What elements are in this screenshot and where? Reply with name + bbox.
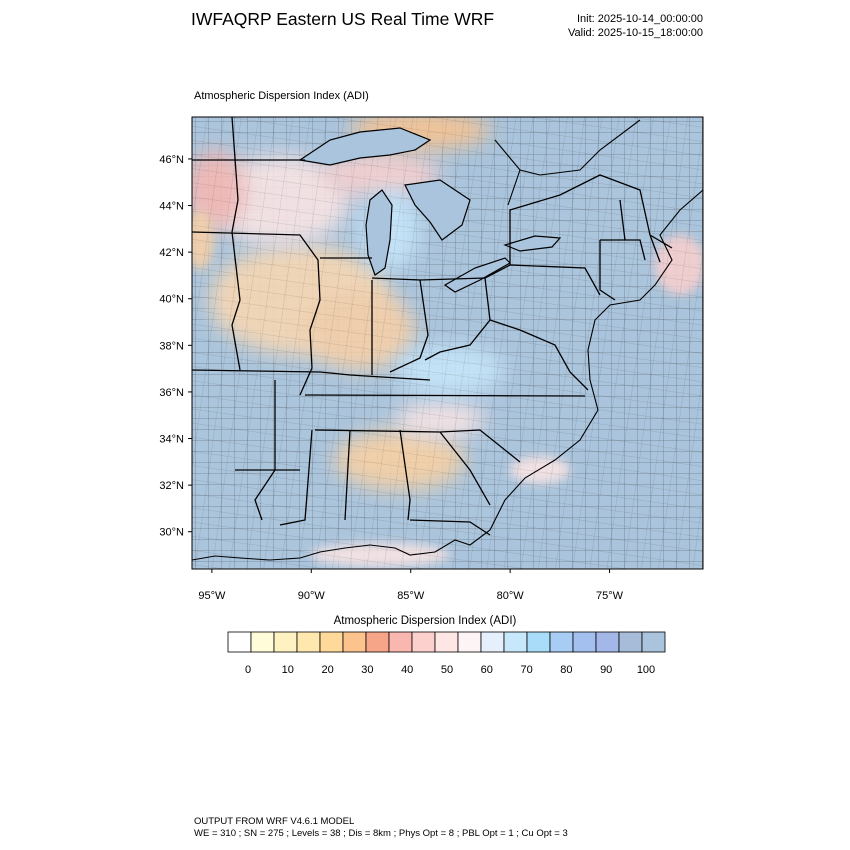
colorbar-tick-label: 50 — [441, 664, 453, 676]
colorbar-swatch — [480, 631, 505, 653]
lon-tick-label: 80°W — [497, 590, 525, 602]
canada-border — [494, 119, 641, 206]
model-info-line-2: WE = 310 ; SN = 275 ; Levels = 38 ; Dis … — [194, 828, 568, 839]
colorbar-tick-label: 70 — [520, 664, 532, 676]
init-time-label: Init: 2025-10-14_00:00:00 — [577, 13, 703, 25]
colorbar-swatch — [388, 631, 413, 653]
colorbar-swatch — [572, 631, 597, 653]
colorbar-tick-label: 60 — [481, 664, 493, 676]
lat-tick-label: 32°N — [159, 480, 184, 492]
great-lakes — [298, 127, 562, 293]
latitude-axis: 30°N 32°N 34°N 36°N 38°N 40°N 42°N 44°N 46°N — [159, 154, 192, 539]
lat-tick-label: 30°N — [159, 527, 184, 539]
lat-tick-label: 38°N — [159, 340, 184, 352]
colorbar-tick-label: 40 — [401, 664, 413, 676]
colorbar-swatch — [549, 631, 574, 653]
colorbar-swatch — [618, 631, 643, 653]
colorbar-swatch — [526, 631, 551, 653]
colorbar-swatch — [319, 631, 344, 653]
lake-huron — [404, 179, 471, 241]
lat-tick-label: 34°N — [159, 434, 184, 446]
colorbar-swatch — [434, 631, 459, 653]
map-panel — [192, 117, 703, 569]
map-frame — [191, 116, 704, 570]
lon-tick-label: 85°W — [397, 590, 425, 602]
lake-ontario — [503, 235, 562, 252]
lat-tick-label: 46°N — [159, 154, 184, 166]
colorbar-swatch — [411, 631, 436, 653]
lake-superior — [298, 127, 432, 166]
colorbar-title: Atmospheric Dispersion Index (ADI) — [333, 615, 517, 627]
state-borders — [192, 117, 673, 536]
lat-tick-label: 42°N — [159, 247, 184, 259]
colorbar: 0 10 20 30 40 50 60 70 80 90 100 — [227, 631, 666, 676]
colorbar-swatch — [227, 631, 252, 653]
valid-time-label: Valid: 2025-10-15_18:00:00 — [568, 27, 703, 39]
page-title: IWFAQRP Eastern US Real Time WRF — [191, 9, 495, 29]
lake-michigan — [365, 189, 393, 276]
plot-title: Atmospheric Dispersion Index (ADI) — [194, 90, 369, 102]
colorbar-swatch — [457, 631, 482, 653]
model-info-line-1: OUTPUT FROM WRF V4.6.1 MODEL — [194, 816, 355, 827]
colorbar-tick-label: 90 — [600, 664, 612, 676]
colorbar-tick-label: 100 — [637, 664, 655, 676]
colorbar-tick-label: 80 — [560, 664, 572, 676]
lat-tick-label: 44°N — [159, 201, 184, 213]
colorbar-swatch — [250, 631, 275, 653]
colorbar-tick-label: 20 — [321, 664, 333, 676]
colorbar-tick-label: 10 — [282, 664, 294, 676]
lat-tick-label: 36°N — [159, 387, 184, 399]
lon-tick-label: 95°W — [198, 590, 226, 602]
colorbar-swatch — [342, 631, 367, 653]
colorbar-swatch — [296, 631, 321, 653]
colorbar-tick-label: 30 — [361, 664, 373, 676]
lat-tick-label: 40°N — [159, 294, 184, 306]
colorbar-swatch — [273, 631, 298, 653]
colorbar-swatch — [503, 631, 528, 653]
colorbar-swatch — [595, 631, 620, 653]
coastline — [192, 189, 703, 561]
longitude-axis: 95°W 90°W 85°W 80°W 75°W — [198, 569, 624, 602]
colorbar-swatch — [365, 631, 390, 653]
lon-tick-label: 90°W — [298, 590, 326, 602]
colorbar-swatch — [641, 631, 666, 653]
colorbar-tick-label: 0 — [245, 664, 251, 676]
lon-tick-label: 75°W — [596, 590, 624, 602]
